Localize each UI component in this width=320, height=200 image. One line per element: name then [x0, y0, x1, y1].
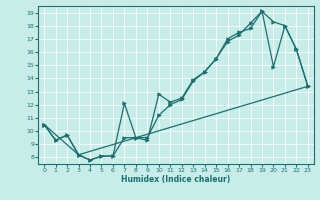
X-axis label: Humidex (Indice chaleur): Humidex (Indice chaleur)	[121, 175, 231, 184]
